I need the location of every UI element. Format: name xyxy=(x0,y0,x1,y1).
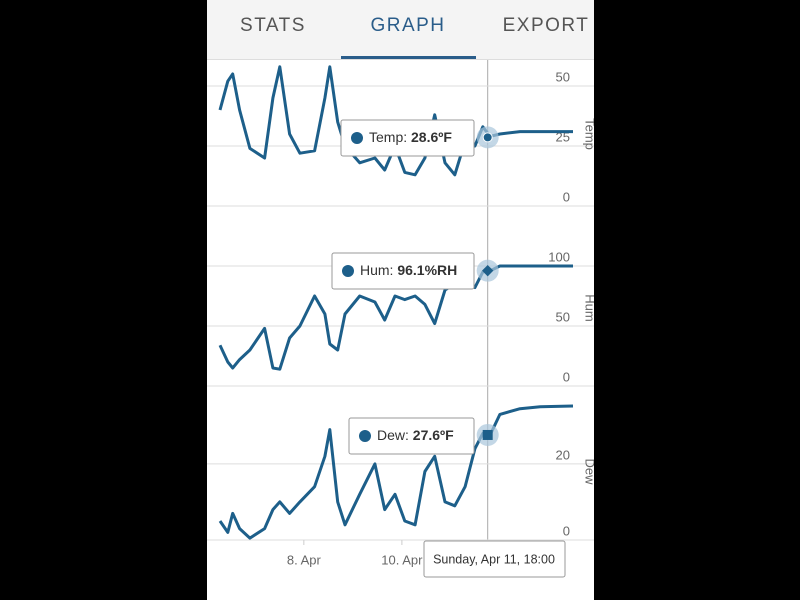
cursor-date-box xyxy=(423,540,566,578)
tab-bar-border xyxy=(207,59,594,60)
tooltip-label: Hum: xyxy=(360,262,397,278)
y-tick-label: 0 xyxy=(563,523,570,538)
tooltip-box xyxy=(340,119,475,157)
y-tick-label: 100 xyxy=(548,249,570,264)
y-tick-label: 20 xyxy=(556,447,570,462)
tooltip-value: 96.1%RH xyxy=(397,262,457,278)
y-axis-title: Hum xyxy=(583,294,598,321)
tooltip-dot xyxy=(359,430,371,442)
tooltip-label: Temp: xyxy=(369,129,411,145)
cursor-marker xyxy=(482,265,494,277)
cursor-date: Sunday, Apr 11, 18:00 xyxy=(433,552,555,566)
cursor-marker xyxy=(482,429,493,440)
tab[interactable]: EXPORT xyxy=(503,15,590,36)
app: STATS GRAPH EXPORT 0 25 50 Temp Temp: 28.6ºF… xyxy=(207,0,598,600)
tooltip-dot xyxy=(351,132,363,144)
tab[interactable]: STATS xyxy=(240,15,306,36)
y-tick-label: 50 xyxy=(556,69,570,84)
tooltip-value: 28.6ºF xyxy=(411,129,452,145)
tooltip-box xyxy=(348,417,475,455)
y-tick-label: 50 xyxy=(556,309,570,324)
cursor-marker xyxy=(482,132,493,143)
tooltip-dot xyxy=(342,265,354,277)
x-tick-label: 10. Apr xyxy=(381,552,423,567)
y-axis-title: Dew xyxy=(583,458,598,485)
tooltip-box xyxy=(331,252,475,290)
y-tick-label: 0 xyxy=(563,369,570,384)
y-tick-label: 25 xyxy=(556,129,570,144)
y-axis-title: Temp xyxy=(583,118,598,150)
tooltip-text: Temp: 28.6ºF xyxy=(369,129,452,145)
tooltip-value: 27.6ºF xyxy=(413,427,454,443)
x-tick-label: 8. Apr xyxy=(287,552,322,567)
tab-underline xyxy=(341,56,476,59)
tooltip-text: Hum: 96.1%RH xyxy=(360,262,457,278)
y-tick-label: 0 xyxy=(563,189,570,204)
tooltip-label: Dew: xyxy=(377,427,413,443)
tab-active[interactable]: GRAPH xyxy=(370,15,445,36)
tab-bar xyxy=(207,0,594,60)
tooltip-text: Dew: 27.6ºF xyxy=(377,427,454,443)
